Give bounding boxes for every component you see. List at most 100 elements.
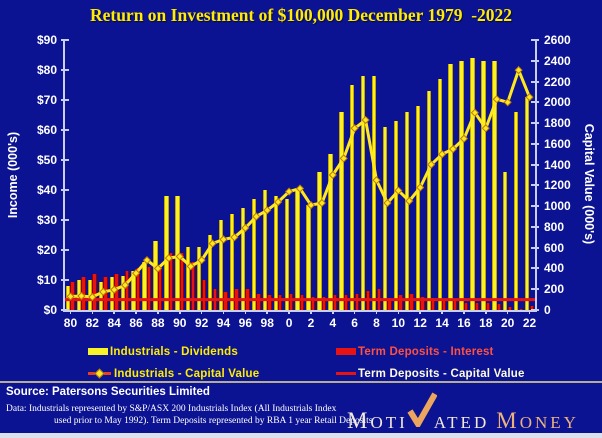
interest-bar — [442, 299, 447, 310]
logo-letter-m: M — [347, 408, 371, 433]
y-axis-tick-right — [531, 288, 539, 291]
x-axis-tick-label: 80 — [63, 316, 78, 330]
swatch-dash — [88, 372, 95, 375]
y-axis-tick-right — [531, 122, 539, 125]
capital-line-marker — [197, 256, 206, 265]
x-axis-tick — [157, 310, 159, 314]
dividends-bar — [371, 76, 377, 310]
capital-line-marker — [470, 108, 479, 117]
capital-line-marker — [437, 150, 447, 159]
x-axis-tick-label: 20 — [500, 316, 515, 330]
y-axis-tick-right — [531, 246, 539, 249]
source-text: Source: Patersons Securities Limited — [6, 386, 210, 398]
y-axis-tick-label-right: 600 — [544, 240, 565, 255]
dividends-bar — [164, 196, 169, 310]
capital-line-marker — [66, 292, 75, 301]
interest-bar — [518, 308, 523, 310]
dividends-bar — [153, 241, 158, 310]
y-axis-tick-label-right: 200 — [544, 282, 565, 297]
interest-bar — [387, 298, 392, 310]
y-axis-tick-left — [61, 99, 69, 101]
x-axis-tick — [463, 310, 465, 314]
interest-bar — [398, 295, 403, 310]
x-axis-tick-label: 6 — [351, 316, 358, 330]
motivated-money-logo: M OTI ATED M ONEY — [347, 391, 599, 433]
y-axis-tick-left — [61, 159, 69, 161]
interest-bar — [125, 271, 130, 310]
dividends-bar — [317, 172, 322, 310]
legend-item: Industrials - Dividends — [88, 344, 336, 359]
x-axis-tick-label: 4 — [329, 316, 337, 330]
dividends-bar — [514, 112, 519, 310]
interest-bar — [190, 262, 196, 310]
capital-line-marker — [383, 198, 392, 208]
y-axis-tick-right — [531, 39, 539, 41]
dividends-bar — [284, 199, 289, 310]
x-axis-tick — [332, 310, 334, 314]
dividends-bar — [197, 247, 202, 310]
bottom-border-strip — [0, 433, 602, 438]
y-axis-tick-label-left: $10 — [36, 273, 57, 287]
interest-bar — [409, 293, 414, 310]
interest-bar — [507, 307, 512, 310]
y-axis-tick-label-right: 1200 — [544, 178, 571, 193]
dividends-bar — [524, 97, 530, 310]
dividends-bar — [229, 214, 235, 310]
capital-line-marker — [241, 223, 250, 233]
capital-line-marker — [295, 184, 305, 193]
x-axis-tick — [485, 310, 487, 314]
line-layer — [65, 65, 535, 302]
dividends-bar — [273, 196, 278, 310]
y-axis-label-right: Capital Value (000's) — [582, 123, 596, 245]
dividends-bar — [295, 190, 300, 310]
dividends-bar — [131, 271, 136, 310]
capital-line-marker — [492, 95, 501, 104]
x-axis-tick-label: 88 — [151, 316, 165, 330]
y-axis-tick-right — [531, 309, 539, 311]
y-axis-tick-right — [531, 225, 539, 228]
interest-bar — [267, 295, 272, 310]
y-axis-tick-label-left: $50 — [36, 153, 57, 167]
x-axis-tick — [244, 310, 247, 314]
y-axis-tick-right — [531, 80, 539, 83]
y-axis-tick-label-left: $70 — [36, 93, 57, 107]
x-axis-tick — [288, 310, 290, 314]
y-axis-tick-label-left: $20 — [36, 243, 57, 257]
y-axis-tick-label-right: 1600 — [544, 136, 571, 151]
interest-bar — [256, 293, 261, 310]
dividends-bar — [186, 247, 191, 310]
y-axis-tick-label-left: $0 — [43, 303, 57, 317]
y-axis-tick-label-right: 2400 — [544, 53, 571, 68]
logo-moti: OTI — [370, 413, 408, 432]
interest-bar — [321, 296, 327, 310]
dividends-bar — [120, 275, 125, 310]
capital-line-marker — [372, 176, 381, 185]
swatch-dash — [104, 372, 111, 375]
capital-line-marker — [284, 187, 294, 196]
interest-bar — [299, 295, 305, 310]
plot-area: $90 $80 $70 $60 $50 $40 $30 $20 $10 $0 2600 2400 220… — [37, 33, 571, 330]
x-axis-tick-label: 16 — [457, 316, 471, 330]
dividends-bar — [207, 235, 213, 310]
y-axis-tick-right — [531, 142, 539, 145]
legend: Industrials - Dividends Term Deposits - I… — [88, 344, 558, 381]
interest-bar — [474, 302, 480, 310]
y-axis-tick-label-right: 0 — [544, 303, 551, 317]
dividends-bar — [492, 61, 497, 310]
dividends-bar — [481, 61, 486, 310]
legend-item: Term Deposits - Interest — [336, 344, 558, 359]
x-axis-tick-label: 82 — [85, 316, 99, 330]
capital-line-marker — [219, 235, 228, 244]
capital-line-marker — [328, 170, 337, 180]
interest-bar — [332, 295, 338, 310]
capital-line-marker — [99, 287, 108, 296]
interest-bar — [485, 302, 491, 310]
legend-line-swatch — [336, 372, 356, 375]
x-axis-tick — [69, 310, 72, 314]
capital-line-marker — [121, 280, 130, 290]
capital-line-marker — [394, 186, 403, 195]
check-icon — [407, 391, 438, 432]
dividends-bar — [470, 58, 475, 310]
capital-line-marker — [186, 262, 195, 271]
interest-bar — [92, 274, 97, 310]
